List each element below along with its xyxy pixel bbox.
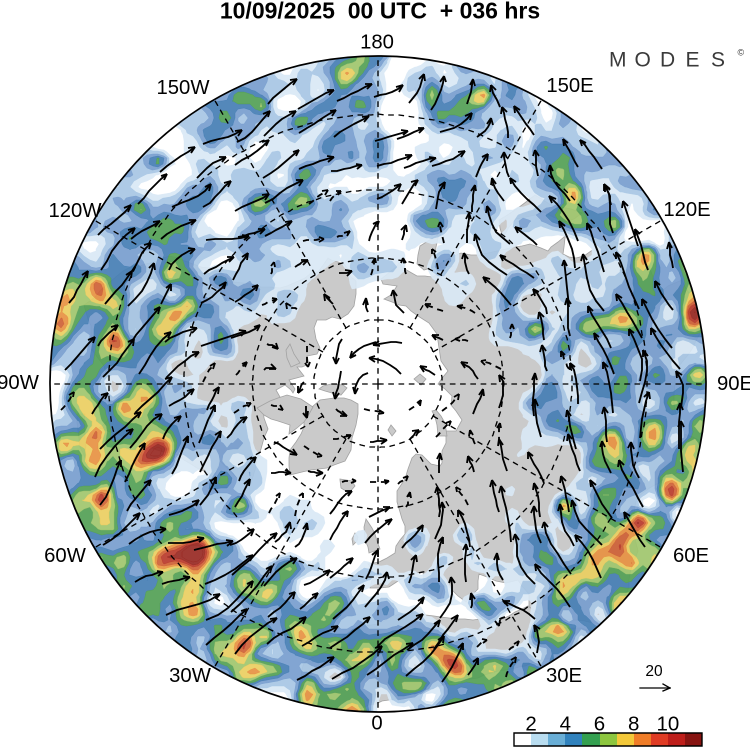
svg-text:150E: 150E bbox=[546, 75, 593, 97]
svg-text:©: © bbox=[738, 47, 745, 57]
svg-text:90W: 90W bbox=[0, 372, 40, 394]
svg-text:30E: 30E bbox=[546, 665, 582, 687]
svg-text:S: S bbox=[711, 48, 725, 71]
svg-text:150W: 150W bbox=[157, 77, 211, 99]
svg-text:8: 8 bbox=[628, 713, 639, 736]
svg-text:D: D bbox=[660, 48, 675, 71]
svg-text:10/09/2025 00 UTC + 036 hrs: 10/09/2025 00 UTC + 036 hrs bbox=[220, 0, 540, 23]
svg-text:0: 0 bbox=[371, 713, 382, 735]
svg-text:E: E bbox=[686, 48, 700, 71]
svg-text:60W: 60W bbox=[44, 545, 87, 567]
svg-text:M: M bbox=[609, 48, 627, 71]
svg-text:4: 4 bbox=[560, 713, 571, 736]
svg-text:120E: 120E bbox=[663, 199, 710, 221]
svg-text:120W: 120W bbox=[49, 200, 103, 222]
svg-text:10: 10 bbox=[656, 713, 679, 736]
svg-text:180: 180 bbox=[360, 32, 394, 54]
svg-text:20: 20 bbox=[645, 663, 663, 680]
svg-text:90E: 90E bbox=[717, 373, 750, 395]
svg-text:30W: 30W bbox=[169, 665, 212, 687]
svg-text:O: O bbox=[635, 48, 651, 71]
svg-text:60E: 60E bbox=[673, 545, 709, 567]
svg-text:6: 6 bbox=[594, 713, 605, 736]
svg-text:2: 2 bbox=[525, 713, 536, 736]
